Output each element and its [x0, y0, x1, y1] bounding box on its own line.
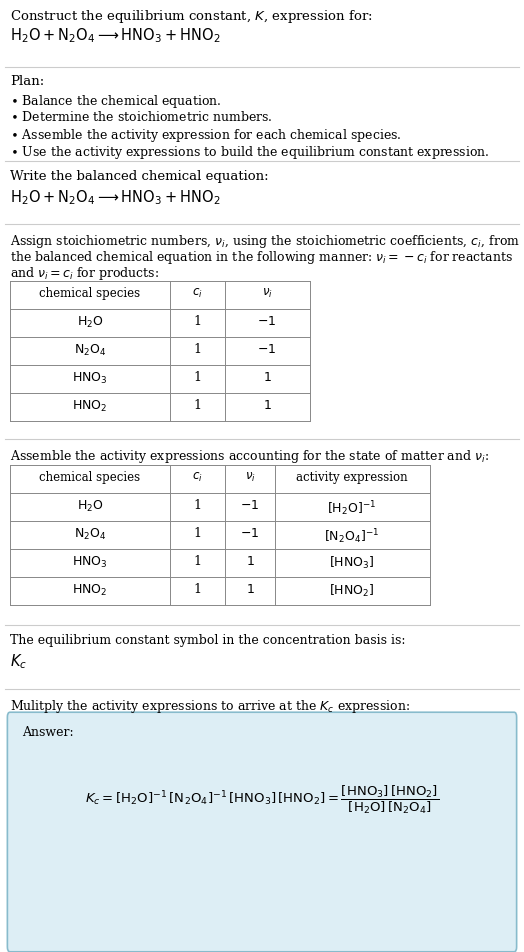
Text: $1$: $1$	[246, 583, 254, 595]
Text: 1: 1	[193, 583, 201, 595]
Text: $\mathrm{H_2O + N_2O_4 \longrightarrow HNO_3 + HNO_2}$: $\mathrm{H_2O + N_2O_4 \longrightarrow H…	[10, 26, 221, 45]
Text: $[\mathrm{HNO_3}]$: $[\mathrm{HNO_3}]$	[330, 554, 375, 570]
Text: $\mathrm{H_2O}$: $\mathrm{H_2O}$	[77, 315, 103, 329]
Text: $-1$: $-1$	[241, 499, 259, 511]
Text: $\bullet$ Determine the stoichiometric numbers.: $\bullet$ Determine the stoichiometric n…	[10, 109, 272, 124]
Text: $1$: $1$	[263, 399, 271, 411]
Text: $[\mathrm{N_2O_4}]^{-1}$: $[\mathrm{N_2O_4}]^{-1}$	[324, 526, 379, 545]
Text: $\nu_i$: $\nu_i$	[245, 470, 255, 484]
Text: activity expression: activity expression	[296, 470, 408, 484]
Text: 1: 1	[193, 343, 201, 356]
Text: Assign stoichiometric numbers, $\nu_i$, using the stoichiometric coefficients, $: Assign stoichiometric numbers, $\nu_i$, …	[10, 232, 520, 249]
Text: $1$: $1$	[263, 370, 271, 384]
Text: 1: 1	[193, 499, 201, 511]
Text: 1: 1	[193, 315, 201, 327]
Text: Assemble the activity expressions accounting for the state of matter and $\nu_i$: Assemble the activity expressions accoun…	[10, 447, 489, 465]
Text: $-1$: $-1$	[257, 315, 277, 327]
Text: $[\mathrm{HNO_2}]$: $[\mathrm{HNO_2}]$	[330, 583, 375, 599]
Text: Mulitply the activity expressions to arrive at the $K_c$ expression:: Mulitply the activity expressions to arr…	[10, 697, 410, 714]
Text: 1: 1	[193, 554, 201, 567]
Text: $1$: $1$	[246, 554, 254, 567]
Text: Answer:: Answer:	[22, 725, 74, 738]
Text: $\mathrm{N_2O_4}$: $\mathrm{N_2O_4}$	[74, 526, 106, 542]
Text: $-1$: $-1$	[257, 343, 277, 356]
Text: $c_i$: $c_i$	[192, 287, 202, 300]
Text: $\bullet$ Balance the chemical equation.: $\bullet$ Balance the chemical equation.	[10, 93, 222, 109]
Text: $\bullet$ Use the activity expressions to build the equilibrium constant express: $\bullet$ Use the activity expressions t…	[10, 144, 489, 161]
Text: $\mathrm{HNO_2}$: $\mathrm{HNO_2}$	[72, 399, 107, 414]
Text: $\mathrm{H_2O + N_2O_4 \longrightarrow HNO_3 + HNO_2}$: $\mathrm{H_2O + N_2O_4 \longrightarrow H…	[10, 188, 221, 207]
Text: $[\mathrm{H_2O}]^{-1}$: $[\mathrm{H_2O}]^{-1}$	[328, 499, 377, 517]
Text: $c_i$: $c_i$	[192, 470, 202, 484]
Text: and $\nu_i = c_i$ for products:: and $\nu_i = c_i$ for products:	[10, 265, 159, 282]
Text: 1: 1	[193, 526, 201, 540]
Text: $\mathrm{HNO_3}$: $\mathrm{HNO_3}$	[72, 370, 108, 386]
Text: the balanced chemical equation in the following manner: $\nu_i = -c_i$ for react: the balanced chemical equation in the fo…	[10, 248, 513, 266]
Text: Construct the equilibrium constant, $K$, expression for:: Construct the equilibrium constant, $K$,…	[10, 8, 373, 25]
Text: chemical species: chemical species	[39, 470, 140, 484]
Text: $K_c$: $K_c$	[10, 651, 27, 670]
Text: $\mathrm{H_2O}$: $\mathrm{H_2O}$	[77, 499, 103, 513]
Text: Plan:: Plan:	[10, 75, 44, 88]
Text: 1: 1	[193, 399, 201, 411]
Text: $\nu_i$: $\nu_i$	[261, 287, 272, 300]
Text: $K_c = [\mathrm{H_2O}]^{-1}\,[\mathrm{N_2O_4}]^{-1}\,[\mathrm{HNO_3}]\,[\mathrm{: $K_c = [\mathrm{H_2O}]^{-1}\,[\mathrm{N_…	[85, 783, 439, 815]
Text: 1: 1	[193, 370, 201, 384]
Text: The equilibrium constant symbol in the concentration basis is:: The equilibrium constant symbol in the c…	[10, 633, 406, 646]
Text: chemical species: chemical species	[39, 287, 140, 300]
Text: $\bullet$ Assemble the activity expression for each chemical species.: $\bullet$ Assemble the activity expressi…	[10, 127, 401, 144]
Text: $\mathrm{HNO_2}$: $\mathrm{HNO_2}$	[72, 583, 107, 598]
FancyBboxPatch shape	[7, 712, 517, 952]
Text: $\mathrm{HNO_3}$: $\mathrm{HNO_3}$	[72, 554, 108, 569]
Text: Write the balanced chemical equation:: Write the balanced chemical equation:	[10, 169, 269, 183]
Text: $-1$: $-1$	[241, 526, 259, 540]
Text: $\mathrm{N_2O_4}$: $\mathrm{N_2O_4}$	[74, 343, 106, 358]
